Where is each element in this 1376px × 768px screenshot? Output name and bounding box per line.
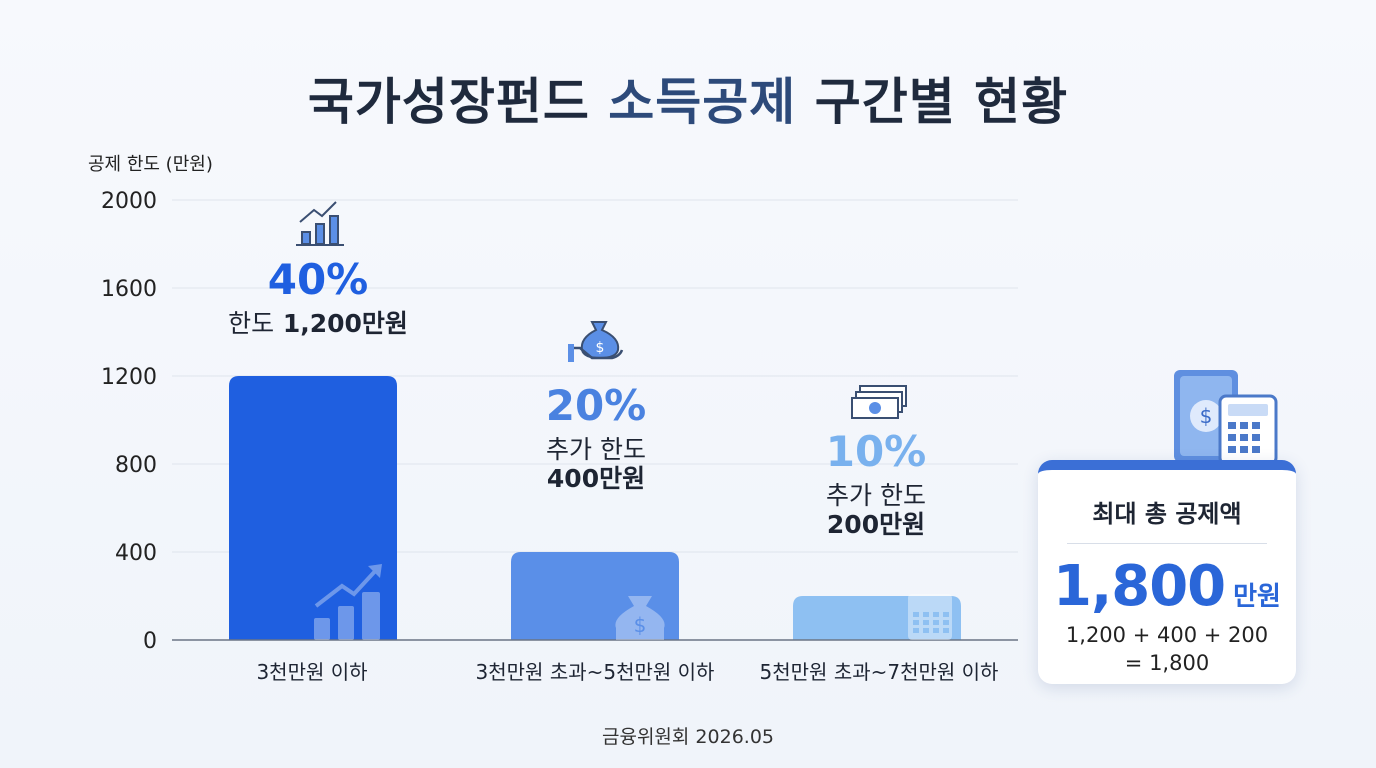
x-tick-label: 5천만원 초과~7천만원 이하 <box>759 660 999 684</box>
x-tick-label: 3천만원 초과~5천만원 이하 <box>475 660 715 684</box>
annotation-bar-3: 10% 추가 한도 200만원 <box>766 427 986 540</box>
limit-amount: 200만원 <box>826 510 926 540</box>
source-footer: 금융위원회 2026.05 <box>601 726 774 748</box>
svg-text:$: $ <box>596 340 605 356</box>
title-accent: 소득공제 <box>608 73 797 131</box>
y-tick-label: 800 <box>115 453 157 478</box>
total-deduction-card: 최대 총 공제액 1,800 만원 1,200 + 400 + 200 = 1,8… <box>1038 460 1296 684</box>
svg-text:$: $ <box>1200 404 1213 428</box>
divider <box>1067 543 1267 544</box>
total-value: 1,800 <box>1053 554 1226 619</box>
bar <box>511 552 679 640</box>
money-bag-hand-icon: $ <box>568 321 624 362</box>
growth-chart-icon <box>314 564 382 640</box>
total-formula-line2: = 1,800 <box>1124 651 1210 676</box>
bar <box>793 596 961 640</box>
y-tick-label: 0 <box>143 629 157 654</box>
money-calculator-icon: $ <box>1174 370 1278 466</box>
limit-amount: 400만원 <box>546 464 646 494</box>
calculator-icon <box>908 594 952 640</box>
growth-chart-icon <box>296 201 344 246</box>
total-title: 최대 총 공제액 <box>1092 500 1242 528</box>
rate-label: 40% <box>267 255 369 304</box>
rate-label: 10% <box>825 427 927 476</box>
money-bag-icon: $ <box>615 596 665 640</box>
title-rest: 구간별 현황 <box>814 73 1069 131</box>
page-title: 국가성장펀드 소득공제 구간별 현황 <box>0 62 1376 134</box>
svg-text:$: $ <box>634 613 647 637</box>
cash-stack-icon <box>851 385 907 419</box>
annotation-bar-2: 20% 추가 한도 400만원 <box>486 381 706 494</box>
limit-text: 한도 <box>228 309 275 339</box>
y-axis-title: 공제 한도 (만원) <box>88 154 213 175</box>
bar <box>229 376 397 640</box>
total-formula-line1: 1,200 + 400 + 200 <box>1065 623 1269 647</box>
limit-text: 추가 한도 <box>546 435 646 465</box>
y-tick-label: 1200 <box>101 365 157 390</box>
y-tick-label: 400 <box>115 541 157 566</box>
y-tick-label: 2000 <box>101 189 157 214</box>
title-main: 국가성장펀드 <box>307 73 590 131</box>
x-tick-label: 3천만원 이하 <box>256 660 368 684</box>
total-unit: 만원 <box>1233 582 1281 612</box>
y-tick-label: 1600 <box>101 277 157 302</box>
annotation-bar-1: 40% 한도 1,200만원 <box>208 255 428 339</box>
rate-label: 20% <box>545 381 647 430</box>
limit-amount: 1,200만원 <box>282 309 408 339</box>
limit-text: 추가 한도 <box>826 481 926 511</box>
